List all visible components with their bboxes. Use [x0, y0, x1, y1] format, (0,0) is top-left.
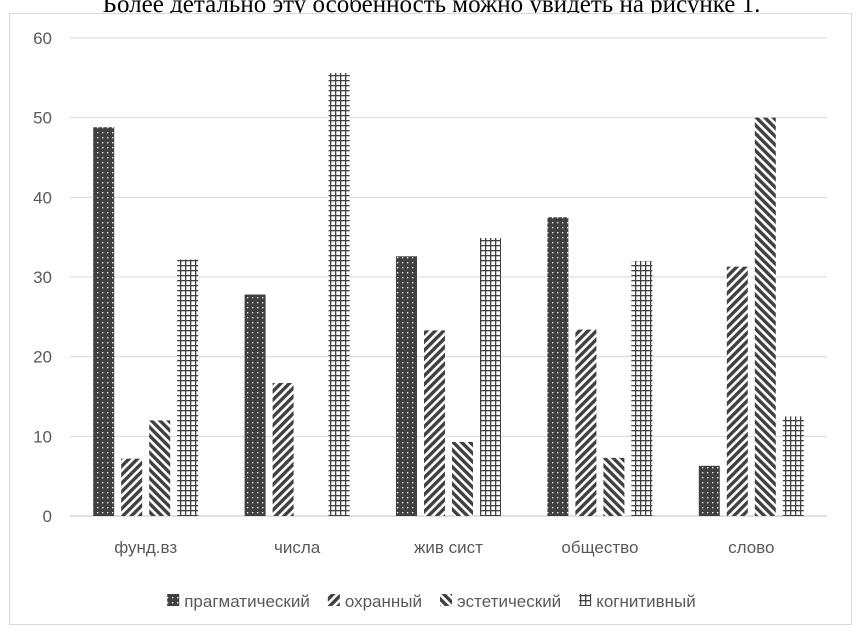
- bar-2-4: [575, 329, 597, 516]
- bar-1-3: [396, 256, 417, 516]
- bar-4-1: [177, 259, 199, 516]
- bar-3-1: [149, 420, 171, 516]
- bar-4-4: [631, 261, 653, 516]
- legend-swatch: [327, 594, 340, 606]
- bar-1-5: [698, 465, 720, 516]
- bar-2-5: [726, 266, 748, 516]
- x-tick-label: жив сист: [414, 538, 483, 557]
- y-tick-label: 0: [43, 507, 52, 526]
- y-tick-label: 50: [33, 109, 52, 128]
- bar-1-4: [547, 217, 569, 516]
- bar-4-2: [328, 73, 350, 516]
- legend-label: эстетический: [457, 592, 561, 611]
- bar-1-2: [244, 294, 266, 516]
- bar-2-2: [272, 382, 294, 516]
- legend-swatch: [167, 594, 180, 606]
- legend-label: прагматический: [184, 592, 310, 611]
- bar-2-3: [424, 330, 445, 516]
- x-tick-label: общество: [561, 538, 638, 557]
- y-tick-label: 30: [33, 268, 52, 287]
- y-tick-label: 40: [33, 188, 52, 207]
- bar-4-3: [480, 237, 501, 517]
- legend-label: когнитивный: [596, 592, 696, 611]
- legend-label: охранный: [345, 592, 422, 611]
- x-tick-label: фунд.вз: [114, 538, 177, 557]
- y-tick-label: 10: [33, 427, 52, 446]
- x-tick-label: числа: [274, 538, 321, 557]
- bar-3-3: [452, 441, 473, 516]
- y-tick-label: 60: [33, 29, 52, 48]
- bar-3-5: [754, 117, 776, 517]
- x-tick-label: слово: [728, 538, 774, 557]
- y-tick-label: 20: [33, 348, 52, 367]
- chart-frame: [9, 13, 852, 625]
- bar-3-4: [603, 457, 625, 516]
- bar-2-1: [121, 458, 143, 516]
- legend-swatch: [579, 594, 592, 606]
- bar-1-1: [93, 127, 115, 516]
- legend-swatch: [440, 594, 452, 606]
- bar-4-5: [782, 416, 804, 516]
